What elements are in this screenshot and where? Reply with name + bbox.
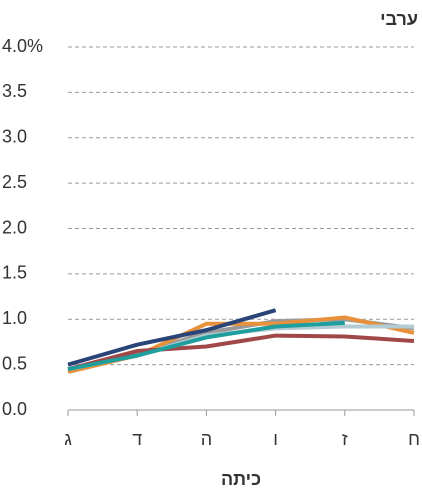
x-tick-label: ו [273, 429, 278, 449]
series-line [67, 308, 277, 367]
series-line [67, 320, 345, 372]
y-tick-label: 0.0 [2, 399, 27, 419]
chart-title: ערבי [380, 9, 418, 29]
y-tick-label: 3.0 [2, 127, 27, 147]
x-tick-label: ד [132, 429, 142, 449]
y-tick-label: 0.5 [2, 353, 27, 373]
x-axis-label: כיתה [221, 469, 261, 489]
y-tick-label: 2.5 [2, 172, 27, 192]
y-tick-label: 4.0% [2, 36, 43, 56]
x-tick-label: ה [201, 429, 212, 449]
y-tick-label: 3.5 [2, 81, 27, 101]
y-tick-label: 1.5 [2, 263, 27, 283]
y-tick-label: 2.0 [2, 217, 27, 237]
y-tick-label: 1.0 [2, 308, 27, 328]
x-tick-label: ג [64, 429, 72, 449]
series-line [67, 333, 415, 372]
x-tick-label: ז [342, 429, 348, 449]
x-tick-label: ח [408, 429, 420, 449]
